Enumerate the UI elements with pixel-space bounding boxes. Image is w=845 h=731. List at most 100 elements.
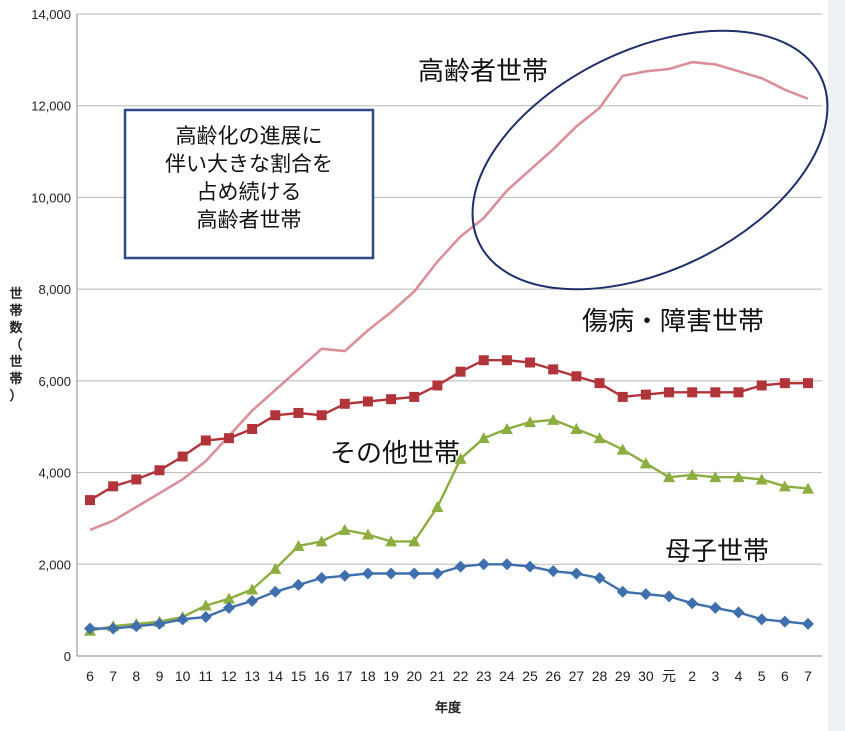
data-point xyxy=(108,481,119,492)
data-point xyxy=(339,398,350,409)
data-point xyxy=(154,465,165,476)
x-tick-label: 7 xyxy=(109,668,117,684)
data-point xyxy=(269,562,282,574)
data-point xyxy=(432,380,443,391)
data-point xyxy=(246,594,259,607)
data-point xyxy=(732,471,745,483)
data-point xyxy=(640,389,651,400)
data-point xyxy=(338,523,351,535)
y-tick-label: 10,000 xyxy=(31,190,71,205)
data-point xyxy=(732,606,745,619)
data-point xyxy=(316,410,327,421)
x-tick-label: 26 xyxy=(545,668,561,684)
data-point xyxy=(199,599,212,611)
data-point xyxy=(247,424,258,435)
y-tick-label: 6,000 xyxy=(38,374,71,389)
y-axis-title: 世帯数（世帯） xyxy=(9,286,23,404)
x-tick-label: 25 xyxy=(522,668,538,684)
x-tick-label: 18 xyxy=(360,668,376,684)
data-point xyxy=(107,622,120,635)
data-point xyxy=(524,416,537,428)
data-point xyxy=(686,597,699,610)
x-tick-label: 9 xyxy=(156,668,164,684)
x-tick-labels: 6 7 8 9 10 11 12 13 14 15 16 17 18 19 20 21 22 23 24 25 26 27… xyxy=(86,668,812,684)
data-point xyxy=(639,457,652,469)
data-point xyxy=(362,396,373,407)
data-point xyxy=(501,355,512,366)
data-point xyxy=(802,617,814,630)
data-point xyxy=(617,391,628,402)
x-tick-label: 22 xyxy=(453,668,469,684)
data-point xyxy=(639,588,652,601)
data-point xyxy=(663,590,676,603)
x-tick-label: 11 xyxy=(199,668,214,684)
data-point xyxy=(709,601,722,614)
data-point xyxy=(130,620,143,633)
data-point xyxy=(571,371,582,382)
data-point xyxy=(385,535,398,547)
data-point xyxy=(85,495,95,506)
data-point xyxy=(778,615,791,628)
data-point xyxy=(222,592,235,604)
data-point xyxy=(455,366,466,377)
series xyxy=(85,355,813,506)
y-tick-label: 2,000 xyxy=(38,557,71,572)
data-point xyxy=(361,528,374,540)
x-tick-label: 2 xyxy=(688,668,696,684)
data-point xyxy=(802,482,814,494)
gridlines xyxy=(77,13,822,565)
data-point xyxy=(84,622,96,635)
annotation-line-1: 高齢化の進展に xyxy=(176,124,323,148)
data-point xyxy=(663,471,676,483)
data-point xyxy=(408,567,421,580)
data-point xyxy=(778,480,791,492)
x-tick-label: 5 xyxy=(758,668,766,684)
data-point xyxy=(293,407,304,418)
data-point xyxy=(594,378,605,389)
data-point xyxy=(710,387,721,398)
right-edge-shade xyxy=(828,0,845,731)
data-point xyxy=(547,565,560,578)
annotation-line-4: 高齢者世帯 xyxy=(197,208,302,232)
svg-text:世帯数（世帯）: 世帯数（世帯） xyxy=(9,286,23,404)
data-point xyxy=(386,394,397,405)
data-point xyxy=(687,387,698,398)
x-tick-label: 24 xyxy=(499,668,515,684)
data-point xyxy=(756,380,767,391)
data-point xyxy=(409,391,420,402)
series xyxy=(89,60,809,532)
data-point xyxy=(454,560,467,573)
data-point xyxy=(292,578,305,591)
label-elderly-households: 高齢者世帯 xyxy=(418,57,548,87)
series xyxy=(84,413,814,636)
series xyxy=(84,558,814,635)
x-tick-label: 16 xyxy=(314,668,330,684)
x-tick-label: 7 xyxy=(804,668,812,684)
data-point xyxy=(153,617,166,630)
x-tick-label: 30 xyxy=(638,668,654,684)
data-point xyxy=(338,569,351,582)
data-point xyxy=(709,471,722,483)
data-point xyxy=(292,539,305,551)
data-point xyxy=(315,572,328,585)
series-group xyxy=(84,60,814,636)
data-point xyxy=(477,432,490,444)
annotation-line-3: 占め続ける xyxy=(197,180,302,204)
data-point xyxy=(315,535,328,547)
data-point xyxy=(779,378,790,389)
x-tick-label: 8 xyxy=(132,668,140,684)
data-point xyxy=(616,585,629,598)
x-tick-label: 27 xyxy=(569,668,585,684)
series-line xyxy=(89,60,809,532)
y-tick-labels: 0 2,000 4,000 6,000 8,000 10,000 12,000 14,000 xyxy=(31,7,71,664)
data-point xyxy=(199,611,212,624)
axes xyxy=(76,14,822,657)
data-point xyxy=(755,613,768,626)
x-tick-label: 28 xyxy=(592,668,608,684)
x-tick-label: 19 xyxy=(383,668,399,684)
y-tick-label: 0 xyxy=(64,649,71,664)
data-point xyxy=(733,387,744,398)
data-point xyxy=(547,413,560,425)
